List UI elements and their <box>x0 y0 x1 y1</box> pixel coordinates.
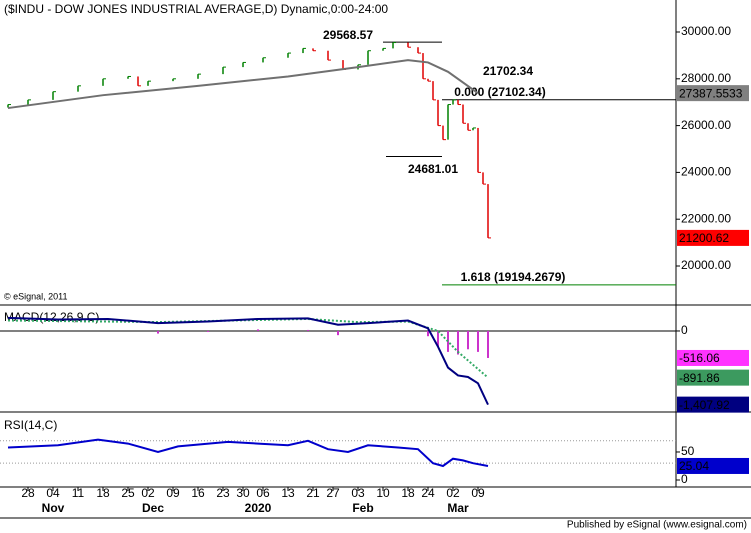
x-tick-label: 30 <box>236 486 250 500</box>
copyright: © eSignal, 2011 <box>4 291 68 301</box>
x-tick-label: 23 <box>216 486 230 500</box>
histogram-bar <box>307 329 309 331</box>
last-value-label: -516.06 <box>679 351 720 365</box>
histogram-bar <box>427 330 429 337</box>
x-month-label: 2020 <box>245 501 272 515</box>
last-value-box <box>677 349 749 366</box>
last-value-label: -891.86 <box>679 371 720 385</box>
last-value-box <box>677 85 749 102</box>
x-tick-label: 13 <box>281 486 295 500</box>
histogram-bar <box>437 330 439 347</box>
y-tick-label: 0 <box>681 323 688 337</box>
histogram-bar <box>447 330 449 352</box>
x-tick-label: 16 <box>191 486 205 500</box>
last-value-box <box>677 396 749 413</box>
histogram-bar <box>457 330 459 355</box>
x-tick-label: 28 <box>21 486 35 500</box>
x-tick-label: 06 <box>256 486 270 500</box>
x-tick-label: 24 <box>421 486 435 500</box>
last-value-label: 27387.5533 <box>679 86 743 100</box>
x-tick-label: 02 <box>446 486 460 500</box>
x-tick-label: 09 <box>471 486 485 500</box>
level-label: 24681.01 <box>408 162 458 176</box>
x-tick-label: 02 <box>141 486 155 500</box>
x-tick-label: 21 <box>306 486 320 500</box>
series-line <box>7 438 489 468</box>
x-tick-label: 18 <box>401 486 415 500</box>
x-tick-label: 25 <box>121 486 135 500</box>
x-tick-label: 11 <box>72 486 85 500</box>
level-label: 29568.57 <box>323 28 373 42</box>
histogram-bar <box>157 330 159 334</box>
last-value-box <box>677 229 749 246</box>
y-tick-label: 30000.00 <box>681 24 731 38</box>
panel-title: ($INDU - DOW JONES INDUSTRIAL AVERAGE,D)… <box>4 2 388 16</box>
x-tick-label: 09 <box>166 486 180 500</box>
series-line <box>7 316 489 406</box>
x-month-label: Mar <box>447 501 469 515</box>
y-tick-label: 22000.00 <box>681 211 731 225</box>
y-tick-label: 24000.00 <box>681 165 731 179</box>
x-tick-label: 27 <box>326 486 340 500</box>
x-month-label: Nov <box>42 501 65 515</box>
x-tick-label: 18 <box>96 486 110 500</box>
y-tick-label: 0 <box>681 472 688 486</box>
y-tick-label: 26000.00 <box>681 118 731 132</box>
histogram-bar <box>487 330 489 358</box>
x-month-label: Feb <box>352 501 373 515</box>
histogram-bar <box>467 330 469 350</box>
x-tick-label: 03 <box>351 486 365 500</box>
level-label: 0.000 (27102.34) <box>454 85 545 99</box>
histogram-bar <box>337 330 339 336</box>
panel-title: MACD(12,26,9,C) <box>4 310 99 324</box>
last-value-box <box>677 369 749 386</box>
x-month-label: Dec <box>142 501 164 515</box>
last-value-label: -1,407.92 <box>679 398 730 412</box>
histogram-bar <box>207 330 209 333</box>
level-label: 1.618 (19194.2679) <box>461 270 566 284</box>
histogram-bar <box>477 330 479 352</box>
annotation: 21702.34 <box>483 64 533 78</box>
footer: Published by eSignal (www.esignal.com) <box>567 520 747 531</box>
panel-title: RSI(14,C) <box>4 418 57 432</box>
x-tick-label: 10 <box>376 486 390 500</box>
last-value-label: 21200.62 <box>679 231 729 245</box>
y-tick-label: 28000.00 <box>681 71 731 85</box>
y-tick-label: 50 <box>681 444 695 458</box>
y-tick-label: 20000.00 <box>681 258 731 272</box>
last-value-box <box>677 457 749 474</box>
series-line <box>7 59 479 110</box>
last-value-label: 25.04 <box>679 459 709 473</box>
histogram-bar <box>257 329 259 331</box>
x-tick-label: 04 <box>46 486 60 500</box>
